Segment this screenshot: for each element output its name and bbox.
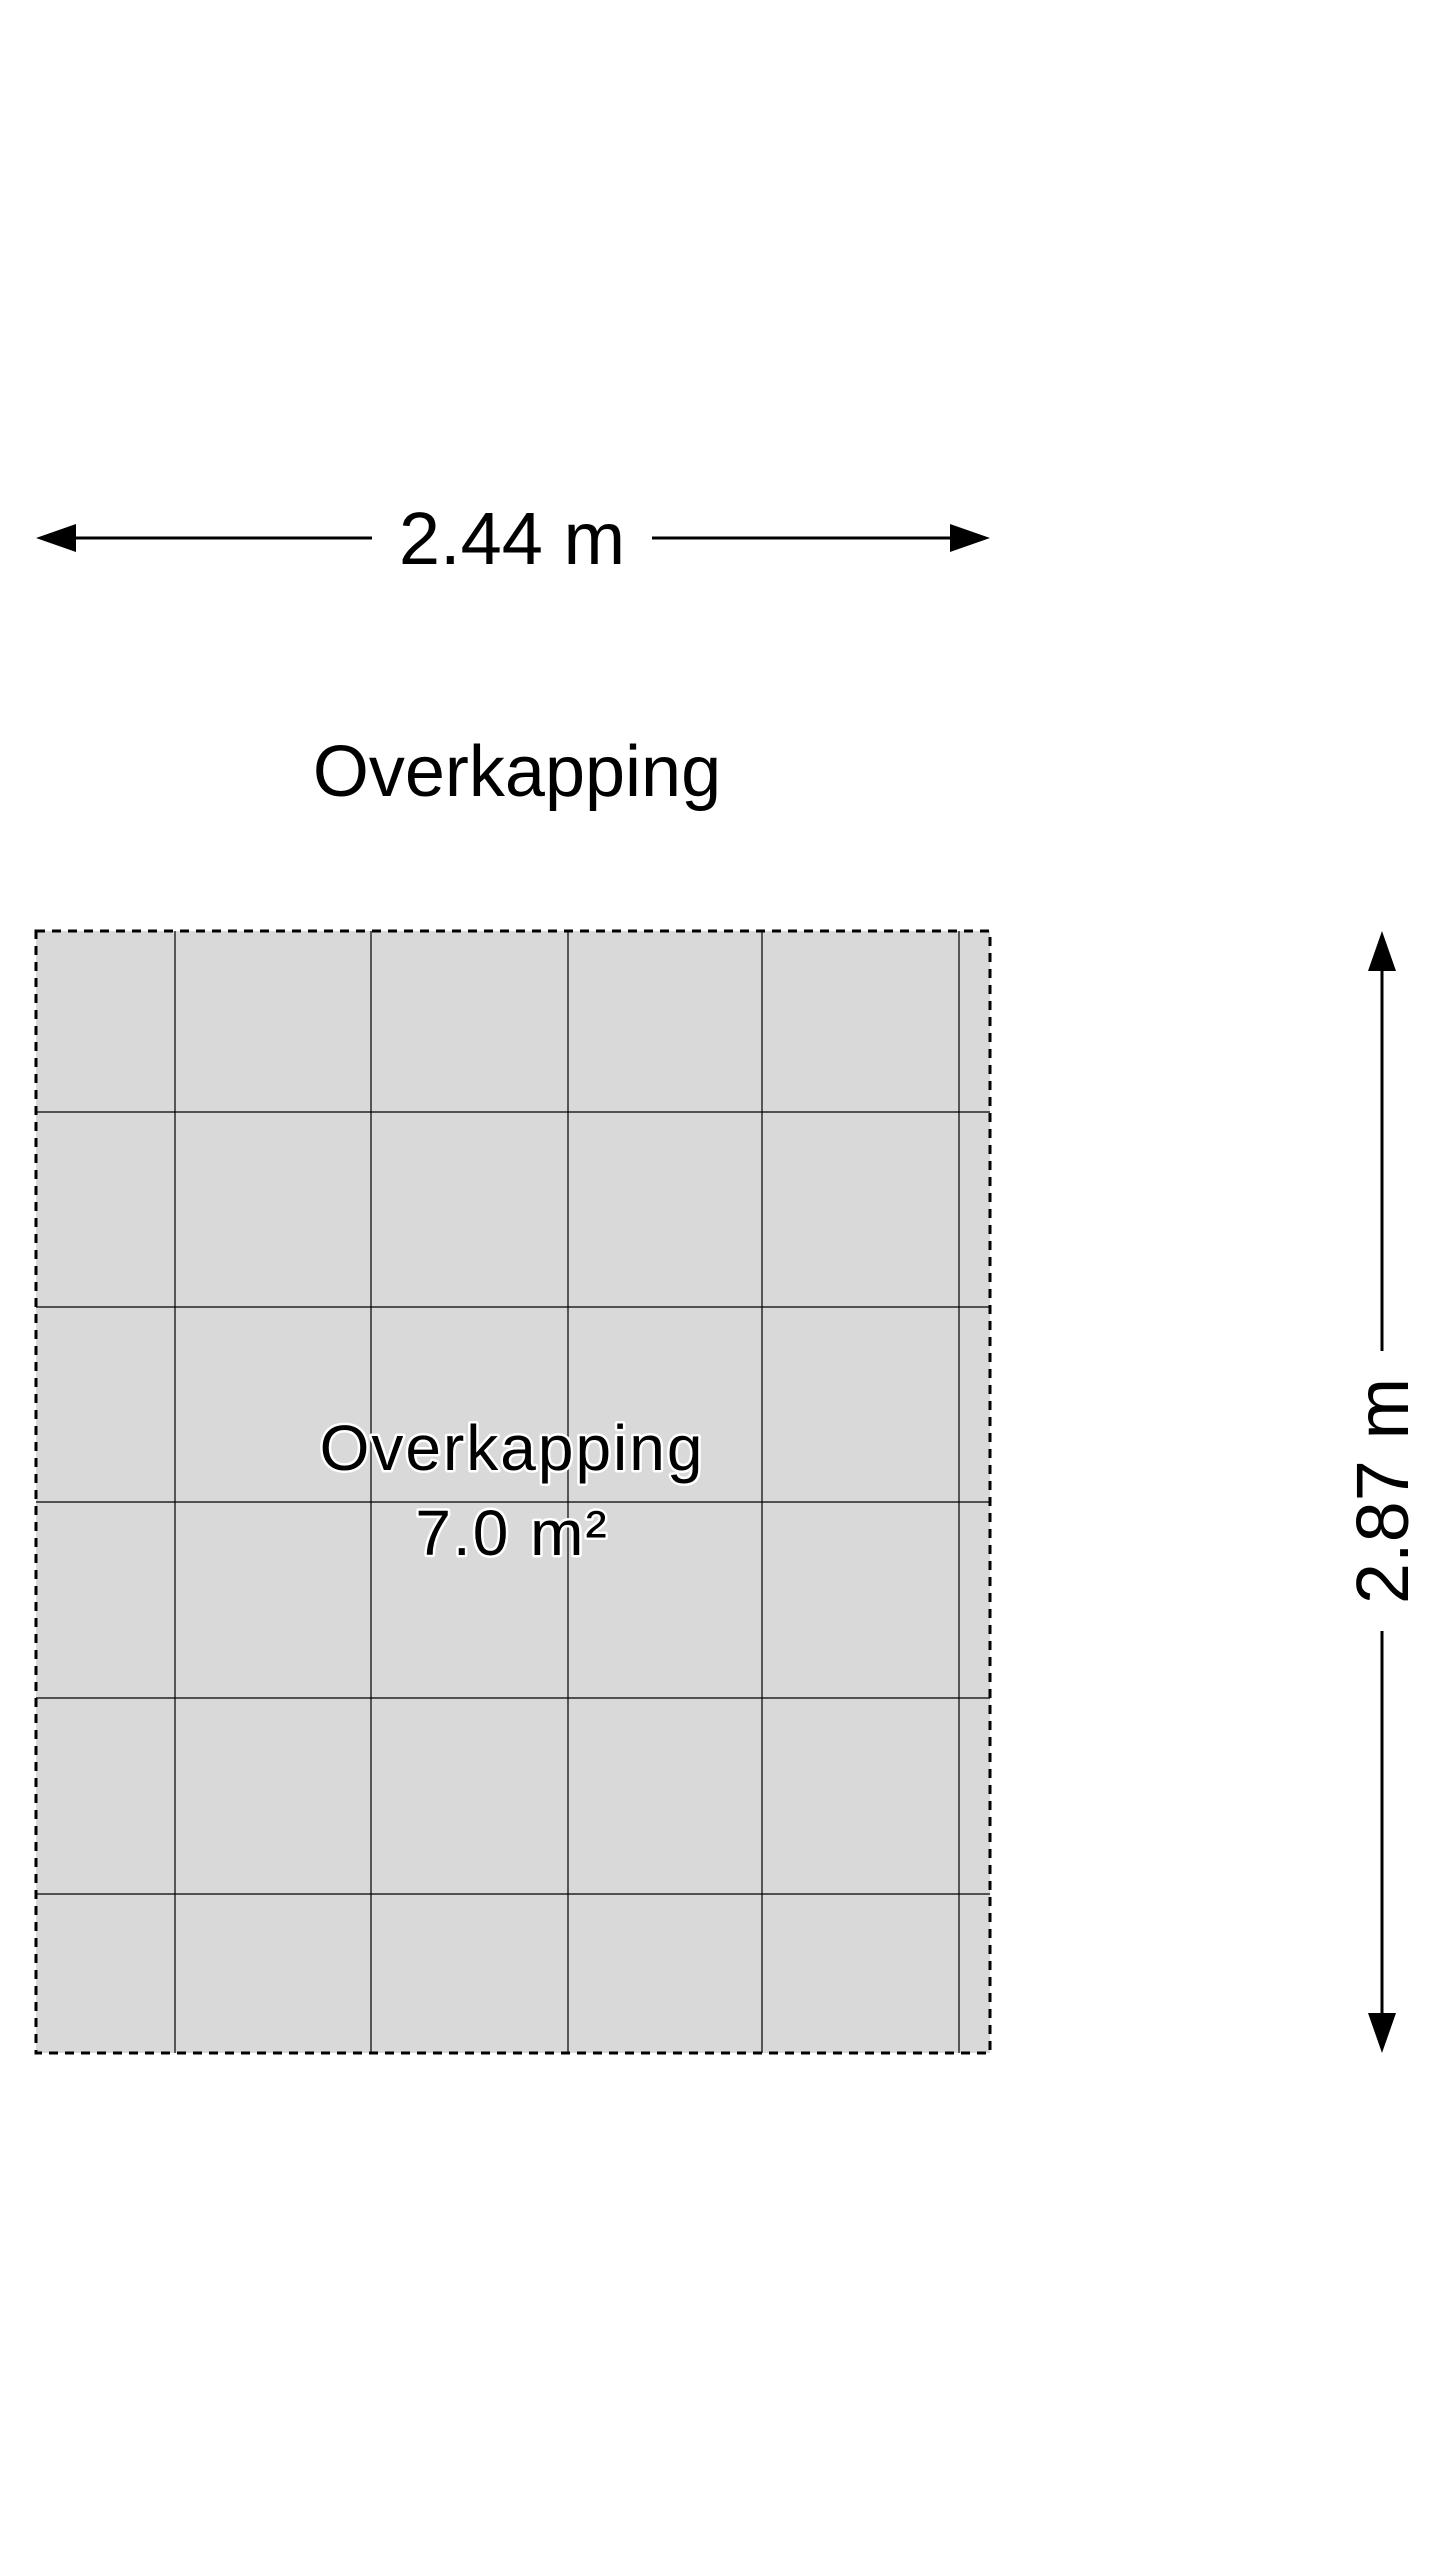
room-label: Overkapping [320,1412,705,1484]
room-outline-dashed [34,929,992,2055]
room-title: Overkapping [313,732,721,812]
width-dimension-label: 2.44 m [399,497,625,580]
room-fill [36,931,990,2053]
width-dimension: 2.44 m [36,497,990,580]
height-dimension-label: 2.87 m [1341,1378,1424,1604]
arrow-up-icon [1368,931,1396,971]
height-dimension: 2.87 m [1341,931,1424,2053]
arrow-left-icon [36,524,76,552]
tile-grid [36,931,990,2053]
arrow-right-icon [950,524,990,552]
arrow-down-icon [1368,2013,1396,2053]
room-area-label: 7.0 m² [415,1497,608,1569]
room-area: Overkapping 7.0 m² [34,929,992,2055]
